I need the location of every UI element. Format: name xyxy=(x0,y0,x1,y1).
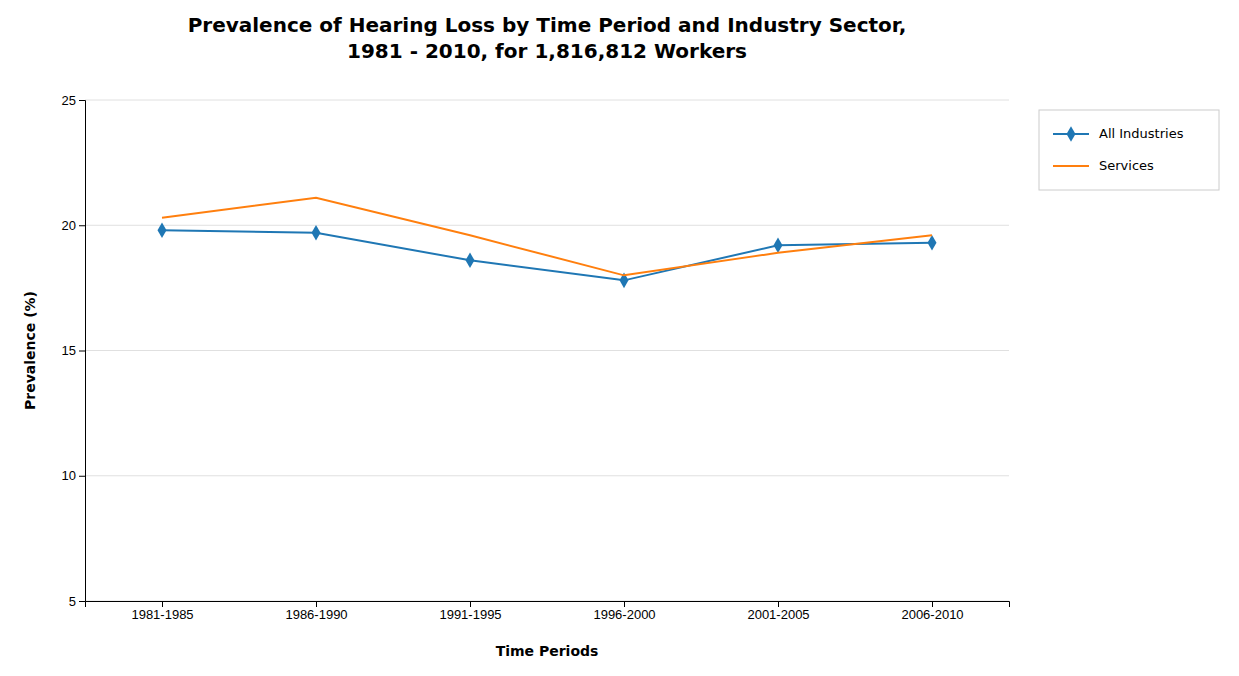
legend-frame xyxy=(1039,110,1219,190)
legend: All Industries Services xyxy=(1039,110,1219,190)
y-tick: 15 xyxy=(62,343,85,358)
title-line: Prevalence of Hearing Loss by Time Perio… xyxy=(188,13,907,37)
plot: 5 10 15 20 25 1981-1985 1986-1990 1991-1995 1996… xyxy=(62,93,1010,623)
x-tick-mark xyxy=(470,601,471,607)
y-tick-mark xyxy=(79,351,85,352)
series-marker xyxy=(774,238,783,254)
x-tick-mark xyxy=(316,601,317,607)
y-tick-mark xyxy=(79,225,85,226)
grid-line xyxy=(85,350,1009,351)
y-axis: 5 10 15 20 25 xyxy=(62,93,86,609)
x-tick-label: 2006-2010 xyxy=(901,607,963,622)
x-tick-label: 1996-2000 xyxy=(593,607,655,622)
x-axis-title: Time Periods xyxy=(496,643,599,659)
series-marker xyxy=(158,222,167,238)
series-group xyxy=(158,198,937,288)
y-tick: 10 xyxy=(62,468,85,483)
y-tick: 25 xyxy=(62,93,85,108)
x-tick-label: 2001-2005 xyxy=(747,607,809,622)
x-tick-mark xyxy=(778,601,779,607)
y-tick-label: 25 xyxy=(62,93,76,108)
legend-marker xyxy=(1067,126,1076,142)
x-tick: 1991-1995 xyxy=(439,601,501,622)
title-line: 1981 - 2010, for 1,816,812 Workers xyxy=(347,39,747,63)
y-tick: 20 xyxy=(62,218,85,233)
x-tick-mark xyxy=(624,601,625,607)
y-tick-label: 15 xyxy=(62,343,76,358)
x-tick: 1981-1985 xyxy=(131,601,193,622)
series-line xyxy=(162,198,932,276)
x-axis-line xyxy=(86,602,1010,608)
y-tick-label: 10 xyxy=(62,468,76,483)
x-tick-label: 1991-1995 xyxy=(439,607,501,622)
y-tick-label: 5 xyxy=(69,594,76,609)
series-marker xyxy=(312,225,321,241)
y-tick-label: 20 xyxy=(62,218,76,233)
series-marker xyxy=(466,253,475,269)
x-axis: 1981-1985 1986-1990 1991-1995 1996-2000 2001… xyxy=(86,601,1010,622)
y-tick-mark xyxy=(79,476,85,477)
title: Prevalence of Hearing Loss by Time Perio… xyxy=(188,13,907,63)
x-tick-mark xyxy=(162,601,163,607)
grid xyxy=(85,100,1009,601)
legend-label: All Industries xyxy=(1099,126,1184,141)
legend-swatch xyxy=(1053,165,1089,167)
grid-line xyxy=(85,225,1009,226)
x-tick-label: 1981-1985 xyxy=(131,607,193,622)
y-tick: 5 xyxy=(69,594,85,609)
x-tick-label: 1986-1990 xyxy=(285,607,347,622)
x-tick: 2006-2010 xyxy=(901,601,963,622)
legend-label: Services xyxy=(1099,158,1154,173)
y-tick-mark xyxy=(79,100,85,101)
y-axis-title: Prevalence (%) xyxy=(22,291,38,410)
x-tick-mark xyxy=(932,601,933,607)
series-marker xyxy=(928,235,937,251)
x-tick: 2001-2005 xyxy=(747,601,809,622)
legend-item: Services xyxy=(1053,158,1154,173)
legend-item: All Industries xyxy=(1053,126,1184,142)
x-tick: 1986-1990 xyxy=(285,601,347,622)
chart: Prevalence of Hearing Loss by Time Perio… xyxy=(0,0,1239,676)
grid-line xyxy=(85,100,1009,101)
y-axis-line xyxy=(79,101,86,602)
x-tick: 1996-2000 xyxy=(593,601,655,622)
grid-line xyxy=(85,475,1009,476)
y-tick-mark xyxy=(79,601,85,602)
